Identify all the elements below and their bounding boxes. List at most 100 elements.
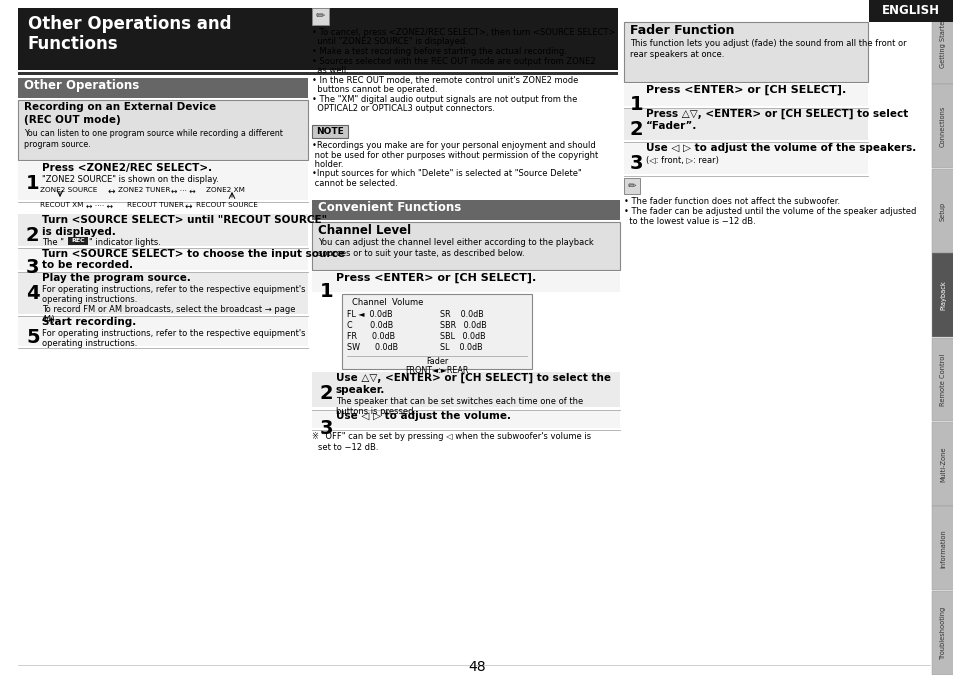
Bar [931,0,953,84]
Bar [18,72,618,75]
Text: • The "XM" digital audio output signals are not output from the: • The "XM" digital audio output signals … [312,95,577,103]
Text: Functions: Functions [28,35,118,53]
Bar [341,294,532,369]
Text: To record FM or AM broadcasts, select the broadcast → page: To record FM or AM broadcasts, select th… [42,305,295,314]
Text: NOTE: NOTE [315,127,343,136]
Bar [931,338,953,421]
Bar [623,22,867,82]
Text: 2: 2 [319,384,334,403]
Text: Use △▽, <ENTER> or [CH SELECT] to select the: Use △▽, <ENTER> or [CH SELECT] to select… [335,373,610,383]
Text: 1: 1 [629,95,643,114]
Text: ※ "OFF" can be set by pressing ◁ when the subwoofer's volume is: ※ "OFF" can be set by pressing ◁ when th… [312,432,591,441]
Text: You can listen to one program source while recording a different: You can listen to one program source whi… [24,129,283,138]
Text: ✏: ✏ [315,11,325,22]
Text: Press △▽, <ENTER> or [CH SELECT] to select: Press △▽, <ENTER> or [CH SELECT] to sele… [645,109,907,119]
Bar [312,272,619,292]
Text: ZONE2 TUNER: ZONE2 TUNER [118,187,171,193]
Text: The speaker that can be set switches each time one of the: The speaker that can be set switches eac… [335,397,582,406]
Text: ZONE2 SOURCE: ZONE2 SOURCE [40,187,97,193]
Text: • To cancel, press <ZONE2/REC SELECT>, then turn <SOURCE SELECT>: • To cancel, press <ZONE2/REC SELECT>, t… [312,28,615,37]
Text: ZONE2 XM: ZONE2 XM [206,187,245,193]
Bar [18,316,308,346]
Text: •Input sources for which "Delete" is selected at "Source Delete": •Input sources for which "Delete" is sel… [312,169,581,178]
Text: RECOUT XM: RECOUT XM [40,202,83,208]
Text: SL    0.0dB: SL 0.0dB [439,343,482,352]
Bar [931,169,953,252]
Text: Press <ENTER> or [CH SELECT].: Press <ENTER> or [CH SELECT]. [645,85,845,95]
Bar [312,372,619,407]
Text: program source.: program source. [24,140,91,149]
Bar [18,100,308,160]
Text: Channel  Volume: Channel Volume [352,298,423,307]
Text: 3: 3 [26,258,39,277]
Bar [18,248,308,270]
Bar [18,8,618,70]
Text: Press <ENTER> or [CH SELECT].: Press <ENTER> or [CH SELECT]. [335,273,536,284]
Text: 2: 2 [26,226,40,245]
Text: “Fader”.: “Fader”. [645,121,697,131]
Text: "ZONE2 SOURCE" is shown on the display.: "ZONE2 SOURCE" is shown on the display. [42,175,218,184]
Text: FL ◄  0.0dB: FL ◄ 0.0dB [347,310,393,319]
Bar [623,142,867,174]
Text: Turn <SOURCE SELECT> to choose the input source: Turn <SOURCE SELECT> to choose the input… [42,249,345,259]
Text: Play the program source.: Play the program source. [42,273,191,283]
Text: cannot be selected.: cannot be selected. [312,179,397,188]
Text: Remote Control: Remote Control [939,354,945,406]
Text: RECOUT TUNER: RECOUT TUNER [127,202,184,208]
Bar [931,506,953,590]
Text: " indicator lights.: " indicator lights. [89,238,161,247]
Text: • In the REC OUT mode, the remote control unit's ZONE2 mode: • In the REC OUT mode, the remote contro… [312,76,578,84]
Text: 1: 1 [319,282,334,301]
Bar [68,237,88,245]
Text: SW      0.0dB: SW 0.0dB [347,343,397,352]
Text: • Make a test recording before starting the actual recording.: • Make a test recording before starting … [312,47,566,56]
Text: operating instructions.: operating instructions. [42,339,137,348]
Text: holder.: holder. [312,160,343,169]
Text: not be used for other purposes without permission of the copyright: not be used for other purposes without p… [312,151,598,159]
Bar [931,422,953,506]
Bar [868,0,953,22]
Text: set to −12 dB.: set to −12 dB. [317,443,378,452]
Text: (REC OUT mode): (REC OUT mode) [24,115,121,125]
Text: Other Operations and: Other Operations and [28,15,232,33]
Text: ENGLISH: ENGLISH [882,5,939,18]
Text: •Recordings you make are for your personal enjoyment and should: •Recordings you make are for your person… [312,141,595,150]
Text: • The fader function does not affect the subwoofer.: • The fader function does not affect the… [623,197,840,206]
Text: 5: 5 [26,328,40,347]
Text: You can adjust the channel level either according to the playback: You can adjust the channel level either … [317,238,593,247]
Text: as well.: as well. [312,66,349,75]
Text: speaker.: speaker. [335,385,385,395]
Text: Start recording.: Start recording. [42,317,136,327]
Text: For operating instructions, refer to the respective equipment's: For operating instructions, refer to the… [42,329,305,338]
Text: Channel Level: Channel Level [317,224,411,237]
Text: ↔: ↔ [185,202,193,211]
Bar [18,272,308,314]
Text: to the lowest value is −12 dB.: to the lowest value is −12 dB. [623,217,755,226]
Text: #1a1a1a: #1a1a1a [910,11,917,12]
Text: Fader: Fader [425,357,448,366]
Text: SBR   0.0dB: SBR 0.0dB [439,321,486,330]
Text: • The fader can be adjusted until the volume of the speaker adjusted: • The fader can be adjusted until the vo… [623,207,916,216]
Bar [18,78,308,98]
Text: to be recorded.: to be recorded. [42,260,133,270]
Text: buttons is pressed.: buttons is pressed. [335,407,416,416]
Text: 48: 48 [468,660,485,674]
Bar [931,591,953,674]
Bar [623,178,639,194]
Bar [18,214,308,246]
Text: Troubleshooting: Troubleshooting [939,606,945,659]
Text: Use ◁ ▷ to adjust the volume.: Use ◁ ▷ to adjust the volume. [335,411,511,421]
Text: Turn <SOURCE SELECT> until "RECOUT SOURCE": Turn <SOURCE SELECT> until "RECOUT SOURC… [42,215,327,225]
Text: 4: 4 [26,284,40,303]
Text: (◁: front, ▷: rear): (◁: front, ▷: rear) [645,156,719,165]
Text: ↔: ↔ [108,187,115,196]
Text: 3: 3 [319,419,334,438]
Text: 44).: 44). [42,315,58,324]
Text: The ": The " [42,238,64,247]
Text: ↔ ··· ↔: ↔ ··· ↔ [171,187,195,196]
Text: REC: REC [71,238,85,244]
Text: Multi-Zone: Multi-Zone [939,446,945,482]
Text: RECOUT SOURCE: RECOUT SOURCE [195,202,257,208]
Bar [312,125,348,138]
Text: Fader Function: Fader Function [629,24,734,37]
